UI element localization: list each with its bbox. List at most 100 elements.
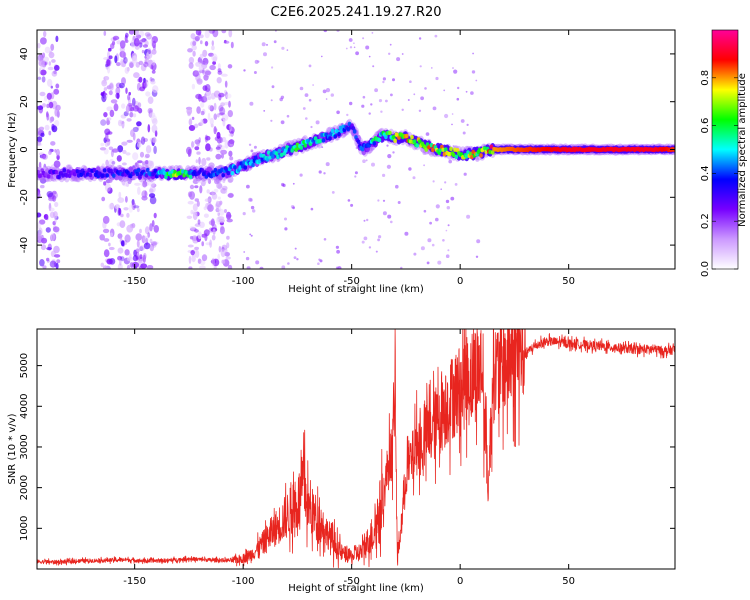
noise-blob: [125, 87, 128, 94]
noise-blob: [199, 185, 203, 194]
noise-blob: [201, 254, 208, 262]
noise-blob: [111, 148, 119, 153]
noise-speck: [317, 262, 320, 266]
noise-blob: [225, 186, 228, 195]
ridge-mark: [431, 147, 435, 153]
noise-blob: [190, 33, 196, 40]
noise-blob: [147, 48, 152, 54]
noise-blob: [219, 200, 223, 205]
noise-blob: [187, 48, 193, 53]
noise-blob: [140, 136, 146, 145]
noise-speck: [422, 151, 427, 156]
noise-blob: [141, 49, 145, 54]
noise-blob: [218, 209, 225, 216]
noise-blob: [106, 258, 113, 265]
noise-blob: [130, 129, 135, 137]
ridge-mark: [479, 153, 483, 158]
noise-blob: [121, 178, 126, 186]
noise-speck: [374, 88, 378, 93]
ridge-mark: [319, 138, 323, 143]
noise-blob: [120, 240, 125, 247]
ridge-mark: [489, 144, 494, 149]
noise-blob: [117, 263, 123, 269]
noise-speck: [263, 52, 267, 57]
noise-speck: [412, 176, 416, 180]
noise-speck: [462, 131, 466, 135]
noise-blob: [218, 92, 225, 98]
noise-blob: [220, 249, 226, 258]
noise-blob: [219, 137, 223, 144]
noise-blob: [140, 179, 147, 188]
noise-blob: [144, 32, 151, 37]
noise-blob: [224, 89, 227, 96]
noise-speck: [426, 261, 430, 265]
noise-blob: [126, 256, 134, 262]
noise-blob: [108, 146, 114, 151]
noise-speck: [286, 114, 290, 118]
noise-speck: [366, 218, 369, 222]
noise-speck: [296, 258, 299, 261]
noise-speck: [281, 46, 285, 50]
noise-speck: [418, 109, 422, 113]
noise-blob: [132, 255, 138, 262]
noise-blob: [126, 224, 134, 233]
noise-blob: [188, 125, 196, 131]
ridge-mark: [92, 167, 97, 173]
noise-blob: [228, 30, 233, 38]
noise-blob: [205, 143, 211, 152]
ridge-mark: [388, 130, 392, 136]
noise-blob: [136, 240, 140, 248]
noise-blob: [143, 242, 151, 250]
noise-blob: [186, 146, 192, 155]
noise-blob: [193, 123, 199, 129]
noise-speck: [388, 52, 391, 55]
noise-speck: [375, 250, 378, 253]
noise-blob: [121, 120, 125, 129]
ridge-mark: [102, 168, 107, 173]
noise-blob: [135, 233, 142, 241]
noise-blob: [117, 197, 125, 204]
noise-blob: [195, 93, 203, 100]
noise-speck: [425, 132, 430, 136]
noise-blob: [143, 235, 149, 243]
noise-speck: [270, 119, 273, 122]
noise-speck: [292, 182, 295, 185]
colorbar-tick-label: 0.4: [700, 165, 711, 181]
noise-blob: [116, 155, 122, 162]
ridge-mark: [384, 134, 388, 140]
spectrogram-x-tick-label: -100: [232, 276, 255, 287]
noise-blob: [131, 202, 136, 210]
noise-blob: [149, 188, 154, 193]
noise-blob: [37, 221, 41, 230]
noise-speck: [470, 91, 474, 95]
noise-blob: [218, 105, 224, 112]
noise-blob: [119, 40, 126, 49]
noise-blob: [228, 150, 233, 157]
snr-y-label: SNR (10 * v/v): [7, 413, 18, 484]
noise-blob: [40, 244, 47, 251]
noise-blob: [228, 139, 235, 145]
ridge-mark: [105, 173, 110, 178]
noise-blob: [207, 178, 212, 185]
noise-blob: [226, 235, 230, 240]
noise-blob: [37, 136, 43, 143]
noise-blob: [151, 124, 158, 134]
noise-speck: [273, 40, 277, 44]
noise-speck: [465, 90, 468, 93]
noise-blob: [137, 186, 141, 195]
noise-blob: [99, 147, 107, 151]
noise-speck: [323, 238, 327, 241]
noise-blob: [189, 227, 197, 232]
noise-blob: [204, 84, 211, 92]
noise-blob: [203, 213, 209, 218]
noise-blob: [100, 119, 107, 126]
noise-blob: [119, 121, 125, 124]
noise-blob: [111, 161, 116, 165]
spectrogram-ticks: -150 -100 -50 0 50 -40 -20 0 20 40: [19, 30, 675, 287]
noise-blob: [38, 126, 45, 131]
noise-blob: [52, 233, 57, 242]
spectrogram-x-tick-label: -50: [343, 276, 359, 287]
noise-speck: [378, 235, 382, 239]
noise-blob: [140, 38, 145, 44]
noise-blob: [109, 109, 115, 118]
